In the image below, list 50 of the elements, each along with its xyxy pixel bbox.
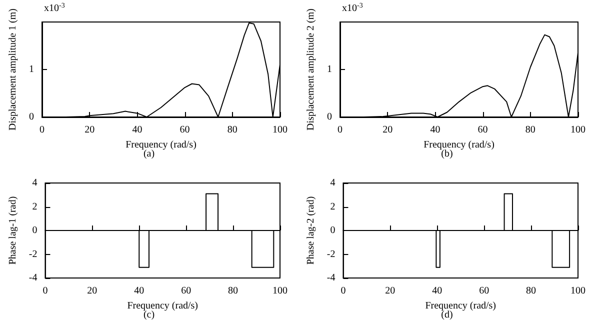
x-tick-label: 60: [478, 124, 488, 136]
x-tick-label: 20: [385, 286, 396, 296]
y-tick-label: 1: [29, 64, 34, 75]
y-axis-title: Displacement amplitude 2 (m): [306, 8, 316, 130]
y-tick-label: 0: [327, 112, 332, 122]
x-tick-label: 80: [227, 124, 238, 136]
y-axis-title: Displacement amplitude 1 (m): [8, 8, 18, 130]
y-axis-title: Phase lag-1 (rad): [8, 196, 18, 265]
x-tick-label: 60: [181, 286, 192, 296]
x-tick-label: 0: [40, 124, 44, 136]
x-axis-title: Frequency (rad/s): [425, 300, 496, 312]
x-axis-title: Frequency (rad/s): [126, 139, 196, 150]
x-tick-label: 100: [272, 124, 288, 136]
y-tick-label: 0: [29, 112, 34, 122]
x-tick-label: 80: [526, 286, 536, 296]
text: (d): [441, 310, 453, 320]
text: (a): [143, 148, 155, 160]
y-tick-label: -2: [326, 248, 336, 260]
y-tick-label: 1: [327, 64, 332, 75]
y-tick-label: 4: [330, 178, 336, 188]
x-tick-label: 0: [338, 124, 342, 136]
x-tick-label: 40: [432, 286, 442, 296]
x-tick-label: 0: [42, 286, 48, 296]
y-tick-label: 4: [32, 178, 38, 188]
x-tick-label: 100: [570, 124, 586, 136]
y-tick-label: -4: [28, 272, 38, 284]
y-tick-label: 2: [32, 201, 38, 212]
y-tick-label: 2: [330, 201, 336, 212]
text: (b): [441, 148, 453, 160]
y-tick-label: -4: [326, 272, 336, 284]
x-tick-label: 80: [228, 286, 238, 296]
x-tick-label: 100: [272, 286, 288, 296]
x-tick-label: 20: [87, 286, 98, 296]
x-tick-label: 60: [479, 286, 490, 296]
y-tick-label: 0: [330, 225, 336, 236]
x-tick-label: 40: [134, 286, 144, 296]
x-axis-title: Frequency (rad/s): [424, 139, 494, 150]
y-tick-label: -2: [28, 248, 38, 260]
y-axis-title: Phase lag-2 (rad): [306, 196, 316, 265]
x-tick-label: 20: [84, 124, 95, 136]
x-tick-label: 60: [180, 124, 190, 136]
x-axis-title: Frequency (rad/s): [127, 300, 198, 312]
y-tick-label: 0: [32, 225, 38, 236]
x-tick-label: 0: [340, 286, 346, 296]
x-tick-label: 40: [132, 124, 142, 136]
x-tick-label: 80: [525, 124, 536, 136]
text: (c): [143, 310, 155, 320]
x-tick-label: 40: [430, 124, 440, 136]
x-tick-label: 20: [382, 124, 393, 136]
x-tick-label: 100: [570, 286, 586, 296]
